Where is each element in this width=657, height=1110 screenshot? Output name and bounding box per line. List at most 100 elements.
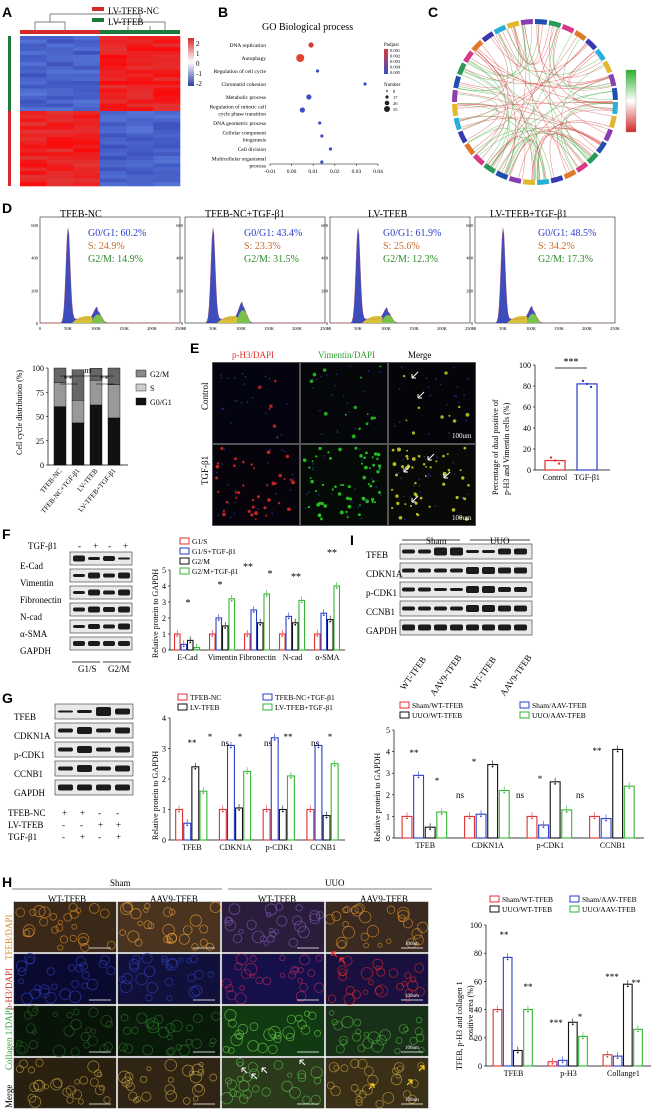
h-legend-swatch [489, 905, 500, 913]
h-tubule [338, 971, 348, 981]
chord-sector [596, 141, 607, 154]
heatmap-cell [100, 96, 127, 101]
g-s02: - [98, 808, 101, 818]
nucleus-dot [240, 401, 243, 404]
h-tubule [128, 1091, 138, 1101]
h-tubule [99, 1084, 105, 1091]
h-tubule [80, 942, 90, 952]
f-point [189, 641, 192, 644]
go-dot [363, 82, 367, 86]
b-tick-label: 0.04 [373, 169, 383, 175]
chord-link [521, 25, 541, 180]
g-band [96, 707, 111, 716]
f-cat-label: E-Cad [177, 653, 197, 662]
heatmap-cell [73, 43, 101, 48]
i-band [466, 605, 479, 612]
heatmap-cell [73, 66, 101, 71]
heatmap-cell [73, 178, 101, 183]
cell-dot [370, 416, 374, 420]
g-bar [199, 790, 208, 841]
nucleus-dot [365, 500, 367, 502]
heatmap-cell [20, 178, 47, 183]
h-tick-label: 60 [474, 977, 482, 986]
cell-dot [322, 368, 327, 372]
heatmap-cell [73, 62, 101, 67]
chord-sector [603, 128, 613, 142]
h-tubule [85, 1027, 92, 1033]
h-tubule [99, 1044, 109, 1054]
f-point [211, 635, 214, 637]
nucleus-dot [453, 395, 456, 397]
h-tubule [88, 1007, 99, 1018]
heatmap-cell [100, 77, 127, 82]
h-tubule [145, 994, 153, 1002]
cell-dot [372, 480, 375, 483]
i-sig: ns [516, 790, 525, 800]
chord-link [459, 83, 612, 117]
h-if-image [221, 953, 325, 1005]
h-tubule [297, 1070, 307, 1079]
h-tubule [191, 984, 203, 996]
cell-dot [422, 462, 426, 466]
g-band [58, 747, 73, 752]
h-tubule [49, 913, 58, 921]
g-s01: + [80, 808, 86, 818]
chord-sector [453, 117, 462, 131]
h-tubule [345, 986, 355, 996]
i-band [498, 587, 511, 592]
heatmap-cell [73, 58, 101, 63]
h-tubule [252, 1085, 260, 1093]
heatmap-cell [100, 137, 127, 142]
cell-dot [323, 504, 328, 508]
padj-tick: 0.003 [390, 59, 401, 64]
cell-dot [220, 446, 224, 450]
heatmap-cell [153, 107, 181, 112]
heatmap-cell [100, 43, 127, 48]
i-band [450, 568, 463, 573]
cell-dot [256, 495, 260, 499]
h-tubule [234, 1090, 241, 1098]
heatmap-cell [153, 54, 181, 59]
flow-y-tick: 0 [181, 321, 184, 326]
nucleus-dot [267, 462, 269, 464]
h-tubule [198, 1062, 204, 1067]
cell-dot [417, 454, 421, 458]
cell-dot [340, 483, 343, 486]
heatmap-cell [20, 152, 47, 157]
d2-bar-segment [89, 367, 103, 381]
h-tubule [128, 959, 140, 970]
h-tubule [185, 1038, 193, 1046]
h-tubule [120, 902, 133, 915]
g-cat-label: CCNB1 [310, 843, 336, 852]
f-legend-swatch [179, 567, 190, 575]
h-tubule [351, 904, 364, 917]
h-tubule [282, 1026, 296, 1039]
chord-scale [625, 69, 637, 133]
h-tubule [22, 924, 36, 937]
g-s00: + [62, 808, 68, 818]
h-tubule [355, 1028, 362, 1035]
nucleus-dot [379, 371, 381, 373]
i-bar [589, 815, 600, 839]
i-band [498, 548, 511, 555]
h-tick-label: 40 [474, 1006, 482, 1015]
h-point [527, 1010, 529, 1013]
f-blot-strip [69, 585, 133, 600]
h-tubule [146, 981, 159, 994]
heatmap-cell [73, 111, 101, 116]
h-tubule [75, 907, 82, 914]
cell-dot [318, 513, 322, 518]
i-legend-label: UUO/WT-TFEB [412, 711, 462, 720]
f-bar [298, 599, 306, 651]
h-tubule [343, 905, 351, 914]
f-bar [291, 622, 299, 651]
h-point [626, 985, 629, 988]
h-tubule [239, 1094, 249, 1104]
f-blot-strip [69, 636, 133, 651]
h-tubule [119, 980, 133, 994]
flow-frame [184, 216, 326, 324]
h-tubule [182, 1097, 191, 1105]
i-tick-label: 0 [386, 834, 390, 843]
padj-tick: 0.004 [390, 65, 401, 70]
